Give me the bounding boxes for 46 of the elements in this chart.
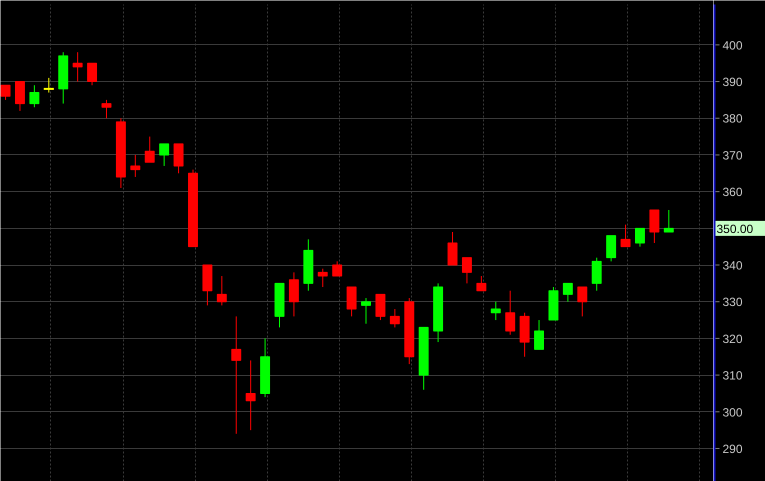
candlestick bbox=[462, 257, 472, 284]
y-tick-label: 300 bbox=[722, 405, 743, 420]
candlestick bbox=[649, 209, 660, 244]
y-tick-label: 380 bbox=[722, 112, 743, 126]
candlestick bbox=[14, 81, 25, 112]
candlestick bbox=[361, 298, 371, 324]
candlestick bbox=[159, 143, 170, 166]
candlestick bbox=[87, 62, 98, 86]
candlestick bbox=[534, 320, 544, 350]
candlestick bbox=[144, 136, 155, 163]
candlestick bbox=[174, 143, 184, 174]
candlestick bbox=[390, 308, 400, 328]
candlestick bbox=[0, 84, 11, 100]
candlestick bbox=[288, 272, 299, 317]
candlestick bbox=[476, 276, 486, 292]
y-tick-label: 370 bbox=[722, 148, 743, 162]
y-tick-label: 310 bbox=[722, 368, 743, 383]
candlestick bbox=[29, 84, 40, 108]
candlestick bbox=[216, 276, 227, 306]
y-tick-label: 290 bbox=[722, 442, 743, 456]
candlestick bbox=[318, 268, 328, 288]
candlestick bbox=[375, 294, 386, 321]
candlestick bbox=[634, 228, 645, 248]
y-tick-label: 320 bbox=[722, 332, 743, 346]
candlestick bbox=[72, 52, 83, 82]
candlestick bbox=[332, 260, 342, 277]
y-tick-label: 360 bbox=[722, 185, 743, 200]
candlestick bbox=[562, 282, 573, 302]
candlestick bbox=[490, 301, 501, 321]
candlestick bbox=[448, 231, 458, 266]
candlestick bbox=[577, 286, 588, 317]
candlestick bbox=[505, 290, 516, 336]
candlestick bbox=[346, 286, 357, 317]
y-tick-label: 400 bbox=[722, 38, 743, 52]
candlestick bbox=[130, 154, 140, 178]
candlestick bbox=[246, 360, 256, 431]
candlestick bbox=[664, 209, 674, 232]
candlestick bbox=[592, 257, 602, 292]
y-tick-label: 390 bbox=[722, 75, 743, 90]
y-tick-label: 350.00 bbox=[716, 222, 754, 236]
candlestick bbox=[606, 235, 616, 262]
y-tick-label: 330 bbox=[722, 295, 743, 310]
candlestick bbox=[231, 316, 242, 434]
candlestick bbox=[102, 99, 112, 119]
y-tick-label: 340 bbox=[722, 258, 743, 273]
candlestick bbox=[620, 224, 631, 248]
